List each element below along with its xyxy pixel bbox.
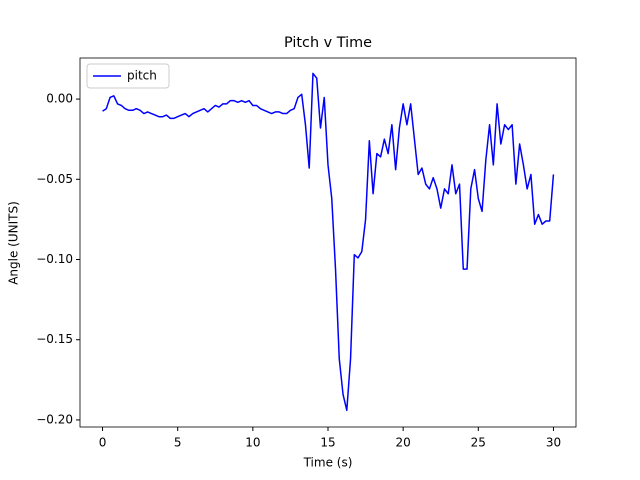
legend-box xyxy=(86,63,170,89)
legend-label: pitch xyxy=(127,69,157,83)
x-tick-label: 15 xyxy=(320,436,335,450)
y-axis-label: Angle (UNITS) xyxy=(7,201,21,285)
y-tick-label: −0.10 xyxy=(36,252,73,266)
x-tick-label: 20 xyxy=(396,436,411,450)
y-tick-label: −0.20 xyxy=(36,412,73,426)
y-tick-label: −0.15 xyxy=(36,332,73,346)
line xyxy=(102,72,555,412)
y-tick-label: −0.05 xyxy=(36,172,73,186)
plot-frame xyxy=(79,57,577,428)
chart-title: Pitch v Time xyxy=(284,35,372,51)
y-tick-label: 0.00 xyxy=(46,92,73,106)
x-tick-label: 30 xyxy=(546,436,561,450)
x-tick-label: 0 xyxy=(99,436,107,450)
x-tick-label: 5 xyxy=(174,436,182,450)
x-axis-label: Time (s) xyxy=(303,456,353,470)
x-tick-label: 10 xyxy=(245,436,260,450)
x-tick-label: 25 xyxy=(471,436,486,450)
